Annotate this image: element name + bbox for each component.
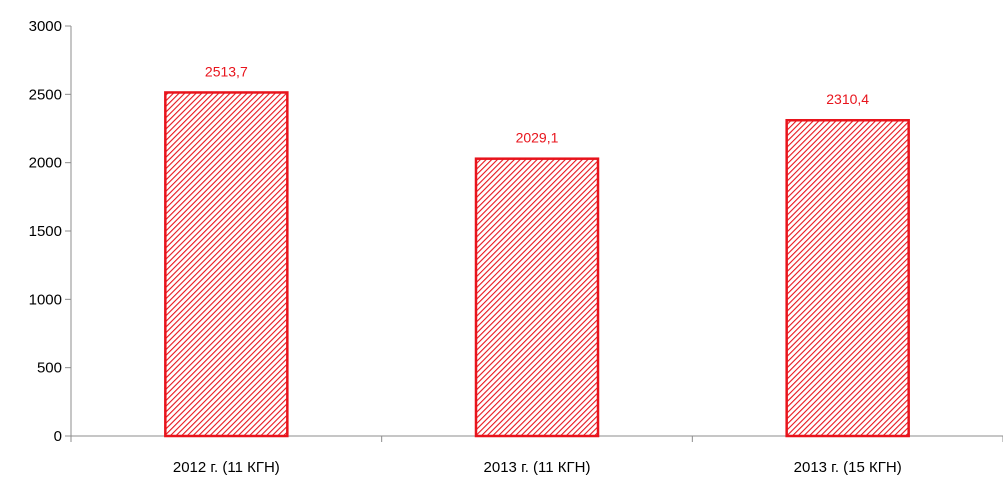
y-tick-label: 3000 xyxy=(29,18,62,35)
data-label: 2513,7 xyxy=(205,63,248,79)
x-tick-label: 2013 г. (15 КГН) xyxy=(794,459,902,476)
y-tick-label: 1500 xyxy=(29,223,62,240)
labels: 2513,7 2012 г. (11 КГН) 2029,1 2013 г. (11 … xyxy=(173,63,902,476)
y-tick-label: 500 xyxy=(37,360,62,377)
x-tick-label: 2012 г. (11 КГН) xyxy=(173,459,280,476)
x-tick-label: 2013 г. (11 КГН) xyxy=(484,459,591,476)
y-tick-label: 2500 xyxy=(29,86,62,103)
bar xyxy=(474,157,600,438)
bars xyxy=(164,91,910,438)
bar xyxy=(164,91,289,438)
y-tick-label: 1000 xyxy=(29,291,62,308)
y-tick-label: 2000 xyxy=(29,155,62,172)
y-tick-label: 0 xyxy=(54,428,62,445)
data-label: 2029,1 xyxy=(516,130,559,146)
bar xyxy=(785,118,910,438)
data-label: 2310,4 xyxy=(826,91,869,107)
